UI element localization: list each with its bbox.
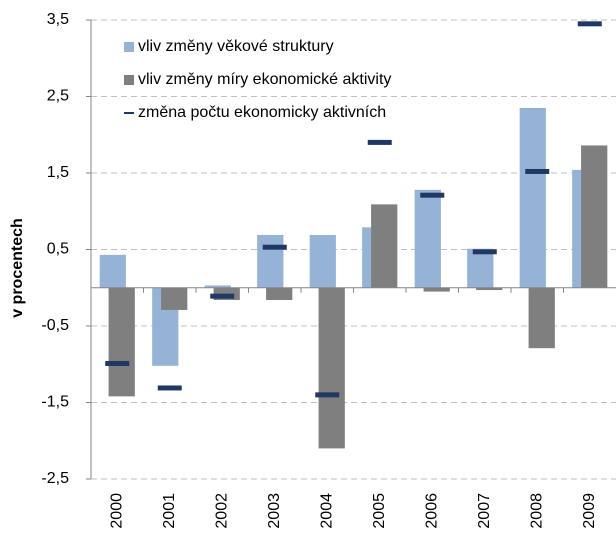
y-tick-label: 0,5: [47, 241, 69, 258]
bar: [99, 254, 126, 288]
bar: [266, 287, 293, 300]
y-tick-label: -1,5: [41, 394, 69, 411]
legend-label: vliv změny míry ekonomické aktivity: [138, 71, 391, 88]
dash-marker: [157, 385, 182, 391]
x-tick-label: 2009: [581, 493, 598, 529]
legend-swatch: [124, 112, 134, 114]
y-tick-label: -2,5: [41, 470, 69, 487]
x-tick-label: 2002: [213, 493, 230, 529]
dash-marker: [525, 168, 550, 174]
dash-marker: [262, 244, 287, 250]
legend-label: vliv změny věkové struktury: [138, 38, 334, 55]
dash-marker: [315, 392, 340, 398]
legend-swatch: [124, 75, 134, 85]
bar: [414, 189, 441, 288]
y-tick-label: 2,5: [47, 88, 69, 105]
bar: [204, 285, 231, 288]
bar: [257, 234, 284, 288]
bar: [528, 287, 555, 349]
y-axis-label: v procentech: [9, 218, 26, 318]
dash-marker: [210, 293, 235, 299]
dash-marker: [472, 249, 497, 255]
x-tick-label: 2007: [476, 493, 493, 529]
bar: [371, 204, 398, 288]
x-tick-label: 2008: [528, 493, 545, 529]
bar: [108, 287, 135, 397]
x-tick-label: 2003: [266, 493, 283, 529]
bar: [476, 287, 503, 291]
legend-swatch: [124, 42, 134, 52]
dash-marker: [577, 21, 602, 27]
dash-marker: [367, 139, 392, 145]
bar: [309, 234, 336, 288]
x-tick-label: 2001: [161, 493, 178, 529]
x-tick-label: 2005: [371, 493, 388, 529]
bar: [581, 145, 608, 288]
legend-label: změna počtu ekonomicky aktivních: [138, 104, 386, 121]
dash-marker: [420, 192, 445, 198]
bar: [161, 287, 188, 310]
x-tick-label: 2004: [318, 493, 335, 529]
x-tick-label: 2000: [108, 493, 125, 529]
y-tick-label: 1,5: [47, 164, 69, 181]
bar: [423, 287, 450, 292]
dash-marker: [105, 360, 130, 366]
y-tick-label: -0,5: [41, 317, 69, 334]
y-tick-label: 3,5: [47, 11, 69, 28]
bar: [519, 107, 546, 288]
bar: [467, 248, 494, 288]
x-tick-label: 2006: [423, 493, 440, 529]
bar: [318, 287, 345, 449]
